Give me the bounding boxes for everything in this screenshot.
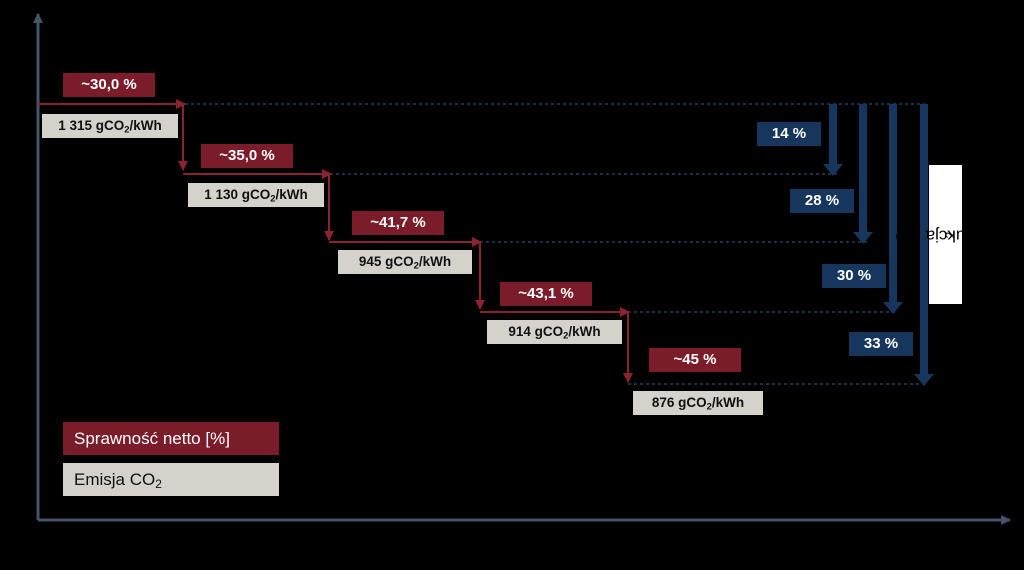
emission-subscript: 2 xyxy=(124,124,130,136)
reduction-label-text: Redukcja CO xyxy=(894,225,997,245)
legend-efficiency: Sprawność netto [%] xyxy=(63,422,279,455)
reduction-arrow-1 xyxy=(823,104,843,176)
efficiency-badge-1: ~30,0 % xyxy=(63,73,155,97)
emission-unit: /kWh xyxy=(711,395,745,410)
efficiency-badge-4: ~43,1 % xyxy=(500,282,592,306)
emission-value: 876 gCO xyxy=(651,395,707,410)
emission-badge-2: 1 130 gCO2/kWh xyxy=(188,183,324,207)
emission-subscript: 2 xyxy=(413,260,419,272)
reduction-badge-2: 28 % xyxy=(790,189,854,213)
emission-unit: /kWh xyxy=(568,324,601,339)
emission-badge-5: 876 gCO2/kWh xyxy=(633,391,763,415)
emission-unit: /kWh xyxy=(129,118,162,133)
efficiency-badge-2: ~35,0 % xyxy=(201,144,293,168)
emission-badge-3: 945 gCO2/kWh xyxy=(338,250,472,274)
reduction-arrow-2 xyxy=(853,104,873,244)
emission-subscript: 2 xyxy=(563,330,569,342)
efficiency-badge-5: ~45 % xyxy=(649,348,741,372)
reduction-arrow-3 xyxy=(883,104,903,314)
emission-value: 1 130 gCO xyxy=(204,187,271,202)
emission-value: 1 315 gCO xyxy=(58,118,125,133)
reduction-badge-3: 30 % xyxy=(822,264,886,288)
reduction-badge-1: 14 % xyxy=(757,122,821,146)
emission-value: 914 gCO xyxy=(508,324,564,339)
reduction-badge-4: 33 % xyxy=(849,332,913,356)
emission-value: 945 gCO xyxy=(358,254,414,269)
emission-badge-4: 914 gCO2/kWh xyxy=(487,320,622,344)
reduction-label: Redukcja CO 2 xyxy=(895,165,996,304)
legend-emission: Emisja CO2 xyxy=(63,463,279,496)
legend-emission-subscript: 2 xyxy=(155,476,162,491)
emission-subscript: 2 xyxy=(270,193,276,205)
efficiency-badge-3: ~41,7 % xyxy=(352,211,444,235)
emission-unit: /kWh xyxy=(275,187,308,202)
emission-unit: /kWh xyxy=(418,254,452,269)
emission-badge-1: 1 315 gCO2/kWh xyxy=(42,114,178,138)
reduction-arrow-4 xyxy=(914,104,934,386)
legend-emission-text: Emisja CO xyxy=(74,470,156,489)
emission-subscript: 2 xyxy=(706,401,712,413)
